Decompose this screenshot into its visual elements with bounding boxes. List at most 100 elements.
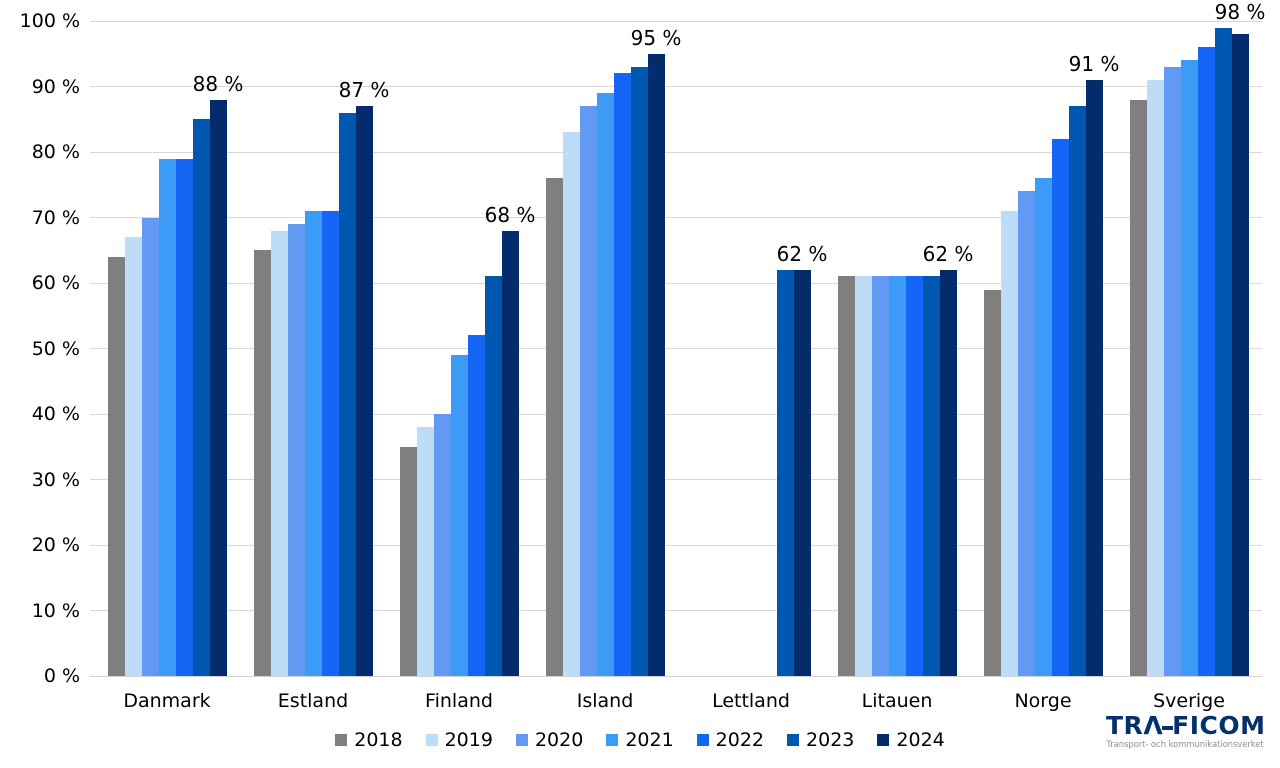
y-tick-label: 80 %: [31, 141, 80, 163]
x-category-label-litauen: Litauen: [861, 690, 933, 712]
x-category-label-lettland: Lettland: [712, 690, 790, 712]
x-category-label-estland: Estland: [277, 690, 349, 712]
bar-cluster: [545, 53, 665, 676]
y-tick-label: 50 %: [31, 337, 80, 360]
traficom-logo: TRΛ FICOM Transport- och kommunikationsve…: [1106, 711, 1265, 751]
x-category-label-danmark: Danmark: [123, 690, 211, 712]
bar-norge-2023: [1068, 106, 1086, 676]
bar-cluster: [399, 230, 519, 676]
bar-group-litauen: [824, 21, 970, 676]
gridline: [90, 544, 1262, 546]
legend-item-2020: 2020: [515, 728, 584, 752]
bar-value-label: 62 %: [922, 241, 974, 266]
bar-group-estland: [240, 21, 386, 676]
bar-sverige-2021: [1180, 60, 1198, 676]
bar-island-2020: [579, 106, 597, 676]
bar-value-label: 62 %: [776, 241, 828, 266]
bar-value-label: 68 %: [484, 202, 536, 227]
bar-finland-2019: [416, 427, 434, 676]
bar-group-lettland: [678, 21, 824, 676]
legend-swatch-icon: [425, 734, 438, 746]
x-category-label-finland: Finland: [425, 690, 493, 712]
bar-finland-2024: [501, 230, 519, 676]
legend-item-2019: 2019: [425, 728, 493, 752]
bar-value-label: 91 %: [1068, 51, 1120, 76]
bar-group-finland: [386, 21, 532, 676]
bar-sverige-2018: [1129, 99, 1147, 676]
bar-danmark-2018: [107, 256, 125, 676]
bar-estland-2018: [253, 250, 271, 676]
legend-swatch-icon: [787, 734, 800, 746]
bar-cluster: [253, 106, 373, 676]
bar-cluster: [983, 79, 1103, 676]
y-tick-label: 0 %: [43, 665, 80, 687]
bar-estland-2019: [270, 230, 288, 676]
y-tick-label: 20 %: [31, 534, 80, 556]
bar-value-label: 87 %: [338, 78, 390, 103]
bar-group-island: [532, 21, 678, 676]
logo-stylized-a: Λ: [1143, 711, 1164, 740]
legend-swatch-icon: [696, 734, 709, 746]
legend-swatch-icon: [606, 734, 619, 746]
x-category-label-sverige: Sverige: [1153, 690, 1225, 712]
legend-label: 2019: [444, 729, 493, 751]
bar-sverige-2020: [1163, 66, 1181, 676]
bar-norge-2021: [1034, 178, 1052, 676]
bar-litauen-2018: [837, 276, 855, 676]
gridline: [90, 20, 1262, 22]
bar-lettland-2023: [776, 269, 794, 676]
bar-norge-2022: [1051, 138, 1069, 676]
bar-norge-2020: [1017, 191, 1035, 676]
gridline: [90, 282, 1262, 284]
bar-cluster: [692, 269, 811, 676]
y-tick-label: 100 %: [19, 10, 80, 32]
legend-label: 2020: [534, 729, 584, 751]
bar-sverige-2024: [1231, 34, 1249, 676]
bar-estland-2024: [355, 106, 373, 676]
legend-label: 2023: [806, 729, 855, 751]
bar-norge-2024: [1085, 79, 1103, 676]
bar-litauen-2019: [854, 276, 872, 676]
bar-litauen-2024: [939, 269, 957, 676]
bar-group-norge: [970, 21, 1116, 676]
bar-sverige-2023: [1214, 27, 1232, 676]
bar-lettland-2024: [793, 269, 811, 676]
plot-area: 88 % 87 % 68 % 95 % 62 % 62 % 91 % 98 %: [90, 1, 1265, 677]
bar-island-2023: [630, 66, 648, 676]
gridline: [90, 86, 1262, 87]
bar-finland-2018: [399, 446, 417, 676]
bar-estland-2023: [338, 112, 356, 676]
bar-danmark-2024: [209, 99, 227, 676]
gridline: [90, 413, 1262, 415]
legend-item-2022: 2022: [696, 728, 764, 752]
bar-danmark-2020: [141, 217, 159, 676]
legend-item-2018: 2018: [335, 728, 403, 752]
y-tick-label: 10 %: [31, 599, 80, 622]
x-axis-line: [90, 675, 1262, 677]
legend-swatch-icon: [877, 734, 890, 746]
legend-item-2023: 2023: [787, 728, 854, 752]
bar-sverige-2019: [1146, 79, 1164, 676]
bar-litauen-2021: [888, 276, 906, 676]
bar-group-danmark: [94, 21, 240, 676]
bar-value-label: 98 %: [1214, 0, 1266, 24]
legend-label: 2018: [354, 729, 403, 751]
y-tick-label: 60 %: [31, 272, 80, 294]
bar-island-2024: [647, 53, 665, 676]
legend-label: 2021: [625, 729, 674, 751]
bar-danmark-2019: [124, 237, 142, 676]
y-tick-label: 70 %: [31, 206, 80, 229]
traficom-logo-subtitle: Transport- och kommunikationsverket: [1106, 740, 1264, 750]
gridline: [90, 348, 1262, 349]
gridline: [90, 217, 1262, 218]
gridline: [90, 610, 1262, 611]
bar-litauen-2023: [922, 276, 940, 676]
bar-island-2021: [596, 93, 614, 676]
y-tick-label: 40 %: [31, 403, 80, 425]
bar-danmark-2021: [158, 158, 176, 676]
bar-finland-2021: [450, 355, 468, 676]
bar-norge-2019: [1000, 210, 1018, 676]
bar-finland-2020: [433, 414, 451, 676]
bar-finland-2023: [484, 276, 502, 676]
